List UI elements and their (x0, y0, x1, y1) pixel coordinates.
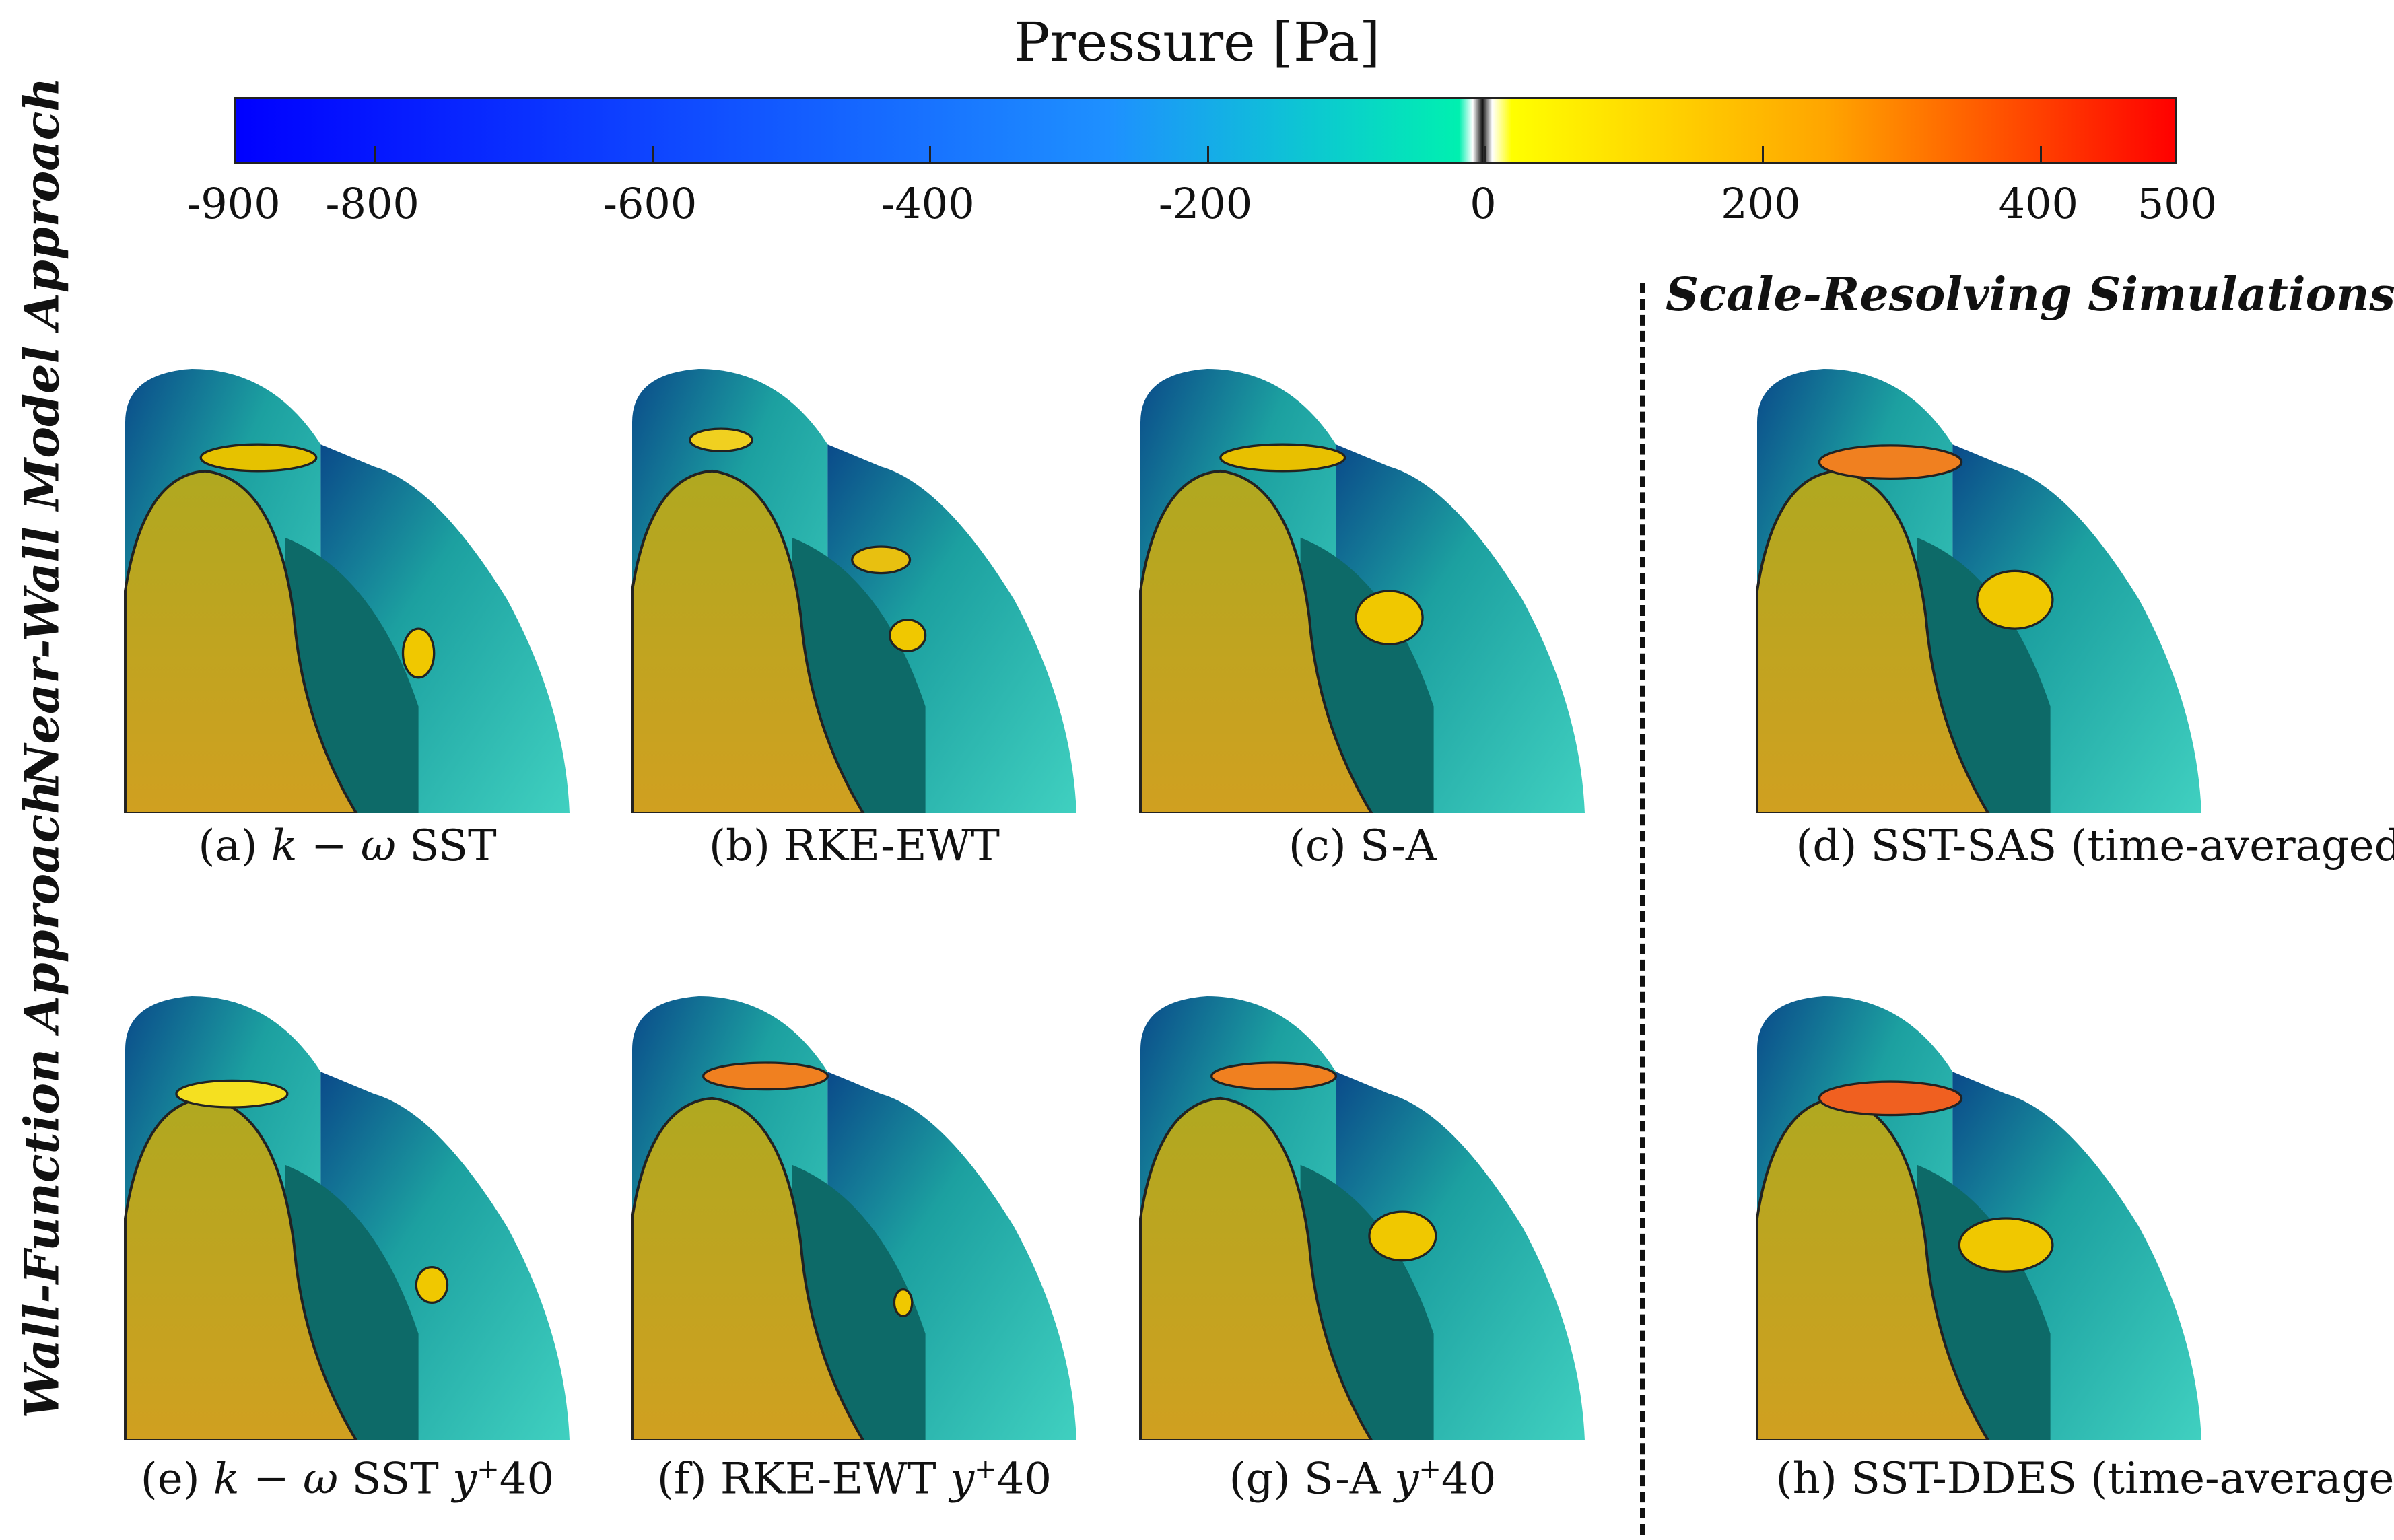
colorbar-tick (651, 146, 654, 162)
caption-b-suffix: RKE-EWT (784, 821, 1000, 871)
scale-resolving-label: Scale-Resolving Simulations (1666, 268, 2394, 322)
pressure-region-g-0 (1210, 1061, 1338, 1091)
caption-b-prefix: (b) (709, 821, 784, 871)
pressure-contour-panel-c (1139, 369, 1585, 813)
colorbar-tick (374, 146, 376, 162)
colorbar-tick-label: 200 (1721, 179, 1801, 228)
caption-g-suffix: S-A (1303, 1454, 1395, 1504)
caption-g-sup: + (1418, 1454, 1441, 1485)
colorbar (234, 97, 2177, 164)
pressure-region-f-1 (893, 1288, 914, 1317)
colorbar-tick-label: 500 (2137, 179, 2218, 228)
pressure-region-c-0 (1219, 443, 1346, 473)
pressure-contour-panel-e (124, 996, 570, 1440)
caption-d-suffix: SST-SAS (time-averaged) (1870, 821, 2394, 871)
pressure-region-b-0 (689, 427, 753, 452)
caption-g-ymath: y (1394, 1454, 1419, 1504)
colorbar-tick-label: 400 (1998, 179, 2078, 228)
section-divider (1640, 283, 1645, 1535)
colorbar-tick-label: -400 (881, 179, 975, 228)
colorbar-tick (1762, 146, 1765, 162)
colorbar-tick (929, 146, 932, 162)
caption-e-tail: 40 (499, 1454, 555, 1504)
colorbar-tick-label: -800 (325, 179, 419, 228)
caption-e: (e) k − ω SST y+40 (141, 1454, 554, 1504)
pressure-region-f-0 (702, 1061, 829, 1091)
caption-g-tail: 40 (1441, 1454, 1497, 1504)
caption-e-ymath: y (452, 1454, 477, 1504)
pressure-region-e-1 (415, 1265, 449, 1304)
row-label-near-wall: Near-Wall Model Approach (13, 77, 70, 788)
caption-a: (a) k − ω SST (198, 821, 496, 871)
caption-e-prefix: (e) (140, 1454, 213, 1504)
caption-f-ymath: y (949, 1454, 975, 1504)
caption-g-prefix: (g) (1229, 1454, 1304, 1504)
colorbar-tick (1484, 146, 1486, 162)
pressure-region-b-2 (889, 619, 927, 652)
pressure-region-h-0 (1818, 1080, 1963, 1117)
caption-f-sup: + (974, 1454, 997, 1485)
caption-e-math: k − ω (213, 1454, 339, 1504)
pressure-region-a-0 (199, 443, 318, 473)
colorbar-tick-label: -200 (1158, 179, 1253, 228)
pressure-region-c-1 (1355, 590, 1424, 645)
caption-c-suffix: S-A (1360, 821, 1437, 871)
caption-f: (f) RKE-EWT y+40 (657, 1454, 1052, 1504)
colorbar-title: Pressure [Pa] (1013, 11, 1381, 73)
caption-h-prefix: (h) (1775, 1454, 1851, 1504)
caption-h-suffix: SST-DDES (time-averaged) (1851, 1454, 2394, 1504)
caption-a-suffix: SST (396, 821, 497, 871)
pressure-region-d-0 (1818, 444, 1963, 480)
pressure-region-h-1 (1958, 1217, 2054, 1273)
caption-a-math: k − ω (271, 821, 397, 871)
row-label-wall-function: Wall-Function Approach (13, 779, 70, 1419)
caption-d-prefix: (d) (1796, 821, 1871, 871)
caption-d: (d) SST-SAS (time-averaged) (1796, 821, 2394, 871)
pressure-contour-panel-f (631, 996, 1076, 1440)
caption-f-prefix: (f) (656, 1454, 720, 1504)
pressure-contour-panel-d (1756, 369, 2201, 813)
colorbar-tick (2039, 146, 2042, 162)
caption-f-tail: 40 (996, 1454, 1052, 1504)
pressure-region-a-1 (401, 627, 436, 679)
pressure-region-b-1 (851, 545, 912, 575)
pressure-region-d-1 (1976, 569, 2054, 630)
pressure-region-e-0 (175, 1079, 289, 1109)
caption-g: (g) S-A y+40 (1229, 1454, 1497, 1504)
caption-e-suffix: SST (338, 1454, 453, 1504)
pressure-contour-panel-g (1139, 996, 1585, 1440)
pressure-contour-panel-b (631, 369, 1076, 813)
colorbar-tick-label: -900 (186, 179, 281, 228)
pressure-contour-panel-h (1756, 996, 2201, 1440)
caption-f-suffix: RKE-EWT (720, 1454, 950, 1504)
caption-a-prefix: (a) (198, 821, 271, 871)
colorbar-tick-label: -600 (603, 179, 697, 228)
caption-b: (b) RKE-EWT (709, 821, 1000, 871)
caption-c: (c) S-A (1289, 821, 1437, 871)
colorbar-tick (1206, 146, 1209, 162)
caption-e-sup: + (477, 1454, 500, 1485)
colorbar-tick-label: 0 (1470, 179, 1497, 228)
pressure-region-g-1 (1368, 1210, 1437, 1262)
caption-h: (h) SST-DDES (time-averaged) (1776, 1454, 2394, 1504)
pressure-contour-panel-a (124, 369, 570, 813)
caption-c-prefix: (c) (1288, 821, 1361, 871)
